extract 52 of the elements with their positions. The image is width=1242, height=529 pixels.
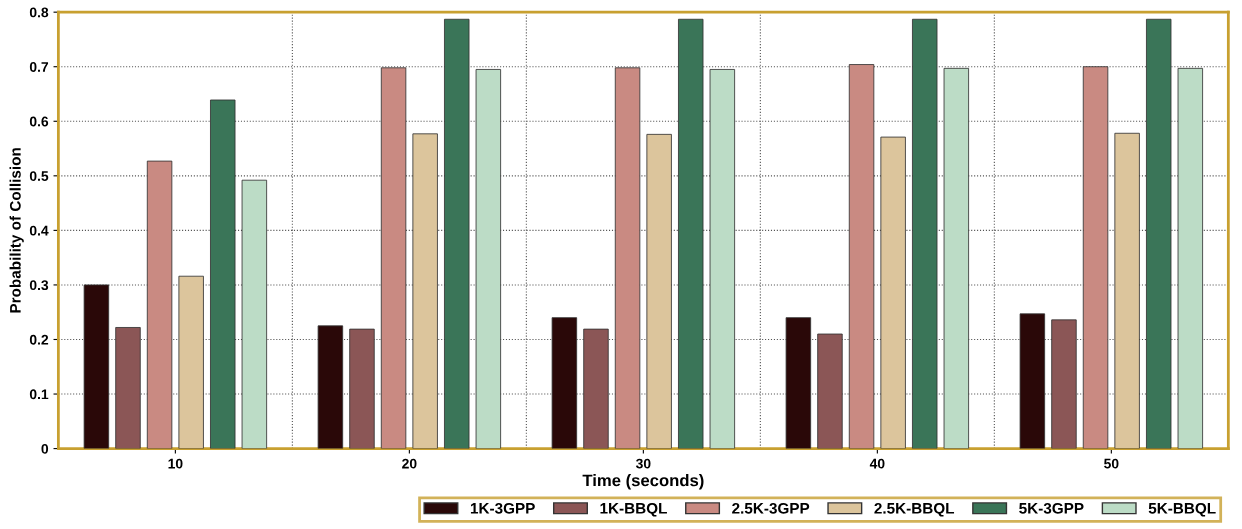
x-tick-label: 50	[1104, 458, 1119, 469]
y-tick-label: 0.2	[29, 334, 49, 345]
bar	[848, 64, 875, 449]
y-tick-label: 0.1	[29, 389, 49, 400]
bar	[646, 133, 672, 449]
y-tick-label: 0.4	[29, 225, 49, 236]
bar	[1177, 67, 1204, 449]
x-tick-label: 40	[869, 458, 885, 469]
legend-label: 1K-3GPP	[470, 502, 535, 514]
legend-label: 2.5K-BBQL	[874, 502, 955, 517]
x-tick-label: 20	[402, 458, 417, 469]
bar	[83, 284, 110, 449]
bar	[444, 18, 470, 449]
bar	[943, 67, 970, 449]
bar	[709, 69, 736, 449]
bar	[349, 328, 375, 449]
bar	[146, 160, 173, 449]
bar	[178, 275, 204, 449]
bar	[817, 333, 843, 449]
legend-label: 5K-3GPP	[1019, 502, 1084, 514]
y-tick-label: 0.3	[29, 280, 49, 291]
bar	[614, 67, 641, 449]
bar	[475, 69, 502, 449]
y-tick-label: 0	[41, 443, 49, 454]
bar	[912, 18, 938, 449]
legend-label: 2.5K-3GPP	[732, 502, 810, 514]
bar	[1082, 66, 1109, 449]
legend-label: 1K-BBQL	[600, 502, 667, 517]
bar	[583, 328, 609, 449]
bar	[210, 99, 236, 449]
y-tick-label: 0.5	[29, 171, 49, 181]
bar	[317, 325, 344, 449]
y-tick-label: 0.8	[29, 7, 49, 18]
y-tick-label: 0.6	[29, 116, 49, 127]
legend-label: 5K-BBQL	[1148, 502, 1216, 517]
bar	[115, 327, 141, 449]
bar	[785, 317, 812, 449]
x-tick-label: 30	[635, 458, 651, 469]
x-axis-title: Time (seconds)	[582, 474, 704, 490]
bar	[551, 317, 578, 449]
bar	[1114, 132, 1140, 449]
bar	[1019, 313, 1046, 449]
y-axis-title: Probability of Collision	[9, 148, 24, 313]
bar	[678, 18, 704, 449]
bar	[241, 179, 268, 449]
y-tick-label: 0.7	[29, 62, 49, 72]
bar	[380, 67, 407, 449]
x-tick-label: 10	[168, 458, 183, 469]
bar	[412, 133, 438, 449]
bar	[880, 136, 906, 449]
bar	[1146, 18, 1172, 449]
bar	[1051, 319, 1077, 449]
